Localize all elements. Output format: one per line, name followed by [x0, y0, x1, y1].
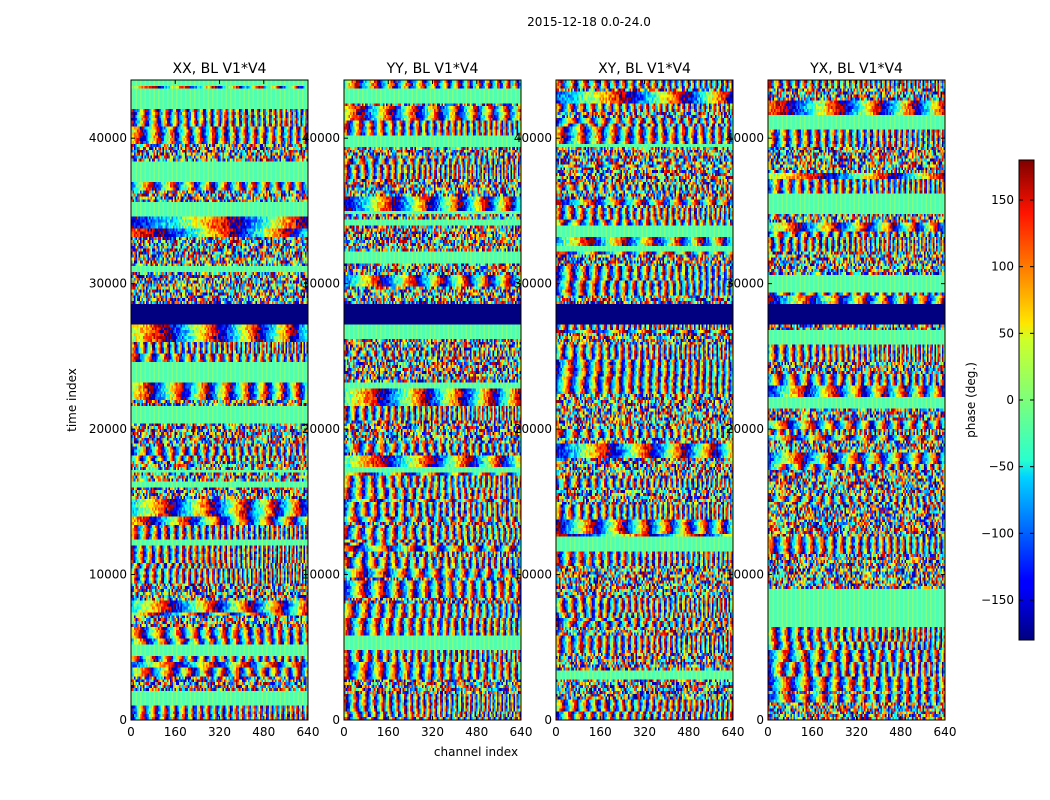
x-tick-label: 320: [421, 725, 444, 739]
colorbar: −150 −100 −50 0 50 100 150: [981, 159, 1035, 641]
y-tick-label: 0: [756, 713, 764, 727]
x-tick-label: 640: [934, 725, 957, 739]
x-tick-label: 160: [801, 725, 824, 739]
y-tick-label: 10000: [302, 568, 340, 582]
panel-1: XX, BL V1*V4 0 160 320 480 640 0 10000 20000 3000…: [89, 61, 320, 739]
x-tick-label: 480: [252, 725, 275, 739]
colorbar-tick-label: −100: [981, 526, 1014, 540]
x-tick-label: 480: [889, 725, 912, 739]
y-tick-label: 40000: [726, 131, 764, 145]
x-tick-label: 160: [377, 725, 400, 739]
x-tick-label: 0: [127, 725, 135, 739]
panel-3: XY, BL V1*V4 0 160 320 480 640 0 10000 20000 3000…: [514, 61, 745, 739]
panel-4: YX, BL V1*V4 0 160 320 480 640 0 10000 20000 3000…: [726, 61, 957, 739]
panel-2: YY, BL V1*V4 0 160 320 480 640 0 10000 20000 3000…: [302, 61, 533, 739]
heatmap-image: [344, 80, 521, 720]
colorbar-tick-label: −150: [981, 593, 1014, 607]
y-tick-label: 30000: [514, 277, 552, 291]
heatmap-image: [131, 80, 308, 720]
y-tick-label: 0: [119, 713, 127, 727]
x-tick-label: 0: [764, 725, 772, 739]
figure-suptitle: 2015-12-18 0.0-24.0: [527, 15, 651, 29]
y-tick-label: 20000: [89, 422, 127, 436]
x-tick-label: 320: [208, 725, 231, 739]
colorbar-tick-label: 0: [1006, 393, 1014, 407]
y-tick-label: 40000: [89, 131, 127, 145]
colorbar-tick-label: −50: [989, 460, 1014, 474]
y-tick-label: 20000: [514, 422, 552, 436]
y-tick-label: 30000: [89, 277, 127, 291]
y-tick-label: 30000: [726, 277, 764, 291]
colorbar-tick-label: 150: [991, 193, 1014, 207]
panel-title: XX, BL V1*V4: [173, 61, 267, 77]
heatmap-image: [556, 80, 733, 720]
y-tick-label: 0: [544, 713, 552, 727]
x-tick-label: 640: [722, 725, 745, 739]
colorbar-tick-label: 50: [999, 326, 1014, 340]
y-axis-label: time index: [65, 368, 79, 432]
x-tick-label: 0: [552, 725, 560, 739]
y-tick-label: 40000: [514, 131, 552, 145]
x-tick-label: 320: [633, 725, 656, 739]
y-tick-label: 10000: [726, 568, 764, 582]
x-tick-label: 480: [465, 725, 488, 739]
y-tick-label: 30000: [302, 277, 340, 291]
y-tick-label: 20000: [302, 422, 340, 436]
x-tick-label: 0: [340, 725, 348, 739]
panel-title: XY, BL V1*V4: [598, 61, 691, 77]
y-tick-label: 40000: [302, 131, 340, 145]
colorbar-ticks: −150 −100 −50 0 50 100 150: [981, 193, 1034, 607]
colorbar-tick-label: 100: [991, 260, 1014, 274]
y-tick-label: 20000: [726, 422, 764, 436]
y-tick-label: 10000: [514, 568, 552, 582]
x-tick-label: 640: [297, 725, 320, 739]
x-tick-label: 480: [677, 725, 700, 739]
x-tick-label: 320: [845, 725, 868, 739]
panel-title: YX, BL V1*V4: [809, 61, 903, 77]
x-axis-label: channel index: [434, 745, 518, 759]
y-tick-label: 10000: [89, 568, 127, 582]
x-tick-label: 160: [164, 725, 187, 739]
x-tick-label: 160: [589, 725, 612, 739]
heatmap-panels: XX, BL V1*V4 0 160 320 480 640 0 10000 20000 3000…: [89, 61, 957, 739]
x-tick-label: 640: [510, 725, 533, 739]
y-tick-label: 0: [332, 713, 340, 727]
heatmap-image: [768, 80, 945, 720]
colorbar-label: phase (deg.): [964, 362, 978, 438]
panel-title: YY, BL V1*V4: [386, 61, 479, 77]
